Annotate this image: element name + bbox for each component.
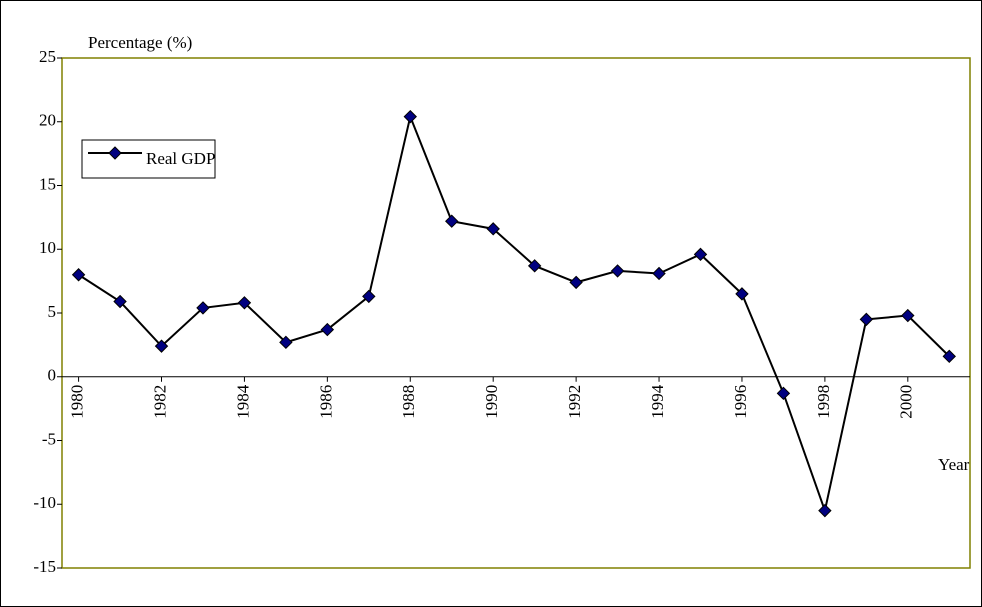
- x-tick-label: 1982: [150, 385, 169, 419]
- data-point: [942, 349, 956, 364]
- data-point: [237, 296, 252, 310]
- data-point: [113, 294, 127, 309]
- x-tick-label: 1980: [67, 385, 86, 419]
- y-tick-label: 20: [39, 111, 56, 130]
- data-point: [859, 312, 874, 327]
- x-tick-label: 1984: [233, 384, 252, 419]
- data-point: [445, 214, 459, 228]
- data-point: [403, 109, 417, 124]
- data-point: [527, 259, 542, 273]
- data-point: [154, 339, 169, 353]
- legend-label: Real GDP: [146, 149, 215, 168]
- y-tick-label: 15: [39, 174, 56, 193]
- x-tick-label: 1994: [648, 384, 667, 419]
- data-point: [776, 386, 791, 401]
- data-point: [693, 247, 708, 262]
- y-tick-label: 10: [39, 238, 56, 257]
- data-point: [71, 268, 86, 282]
- y-tick-label: -15: [33, 557, 56, 576]
- data-point: [486, 222, 500, 236]
- y-axis-label: Percentage (%): [88, 33, 192, 52]
- x-tick-label: 1990: [482, 385, 501, 419]
- data-point: [279, 335, 293, 350]
- data-point: [610, 264, 625, 278]
- y-tick-label: -5: [42, 429, 56, 448]
- data-point: [196, 301, 210, 315]
- data-point: [901, 308, 915, 323]
- x-tick-label: 1992: [565, 385, 584, 419]
- data-line: [78, 113, 950, 515]
- x-tick-label: 2000: [897, 385, 916, 419]
- data-point: [652, 266, 666, 281]
- data-point: [818, 503, 832, 518]
- x-tick-label: 1998: [814, 385, 833, 419]
- legend-box: [81, 139, 216, 179]
- x-axis-label: Year: [938, 455, 970, 474]
- y-tick-label: 5: [48, 302, 57, 321]
- x-tick-label: 1986: [316, 385, 335, 419]
- data-point: [320, 322, 335, 337]
- x-tick-label: 1988: [399, 385, 418, 419]
- y-tick-label: -10: [33, 493, 56, 512]
- data-point: [569, 275, 583, 290]
- legend-marker: [108, 146, 122, 160]
- y-tick-label: 0: [48, 366, 57, 385]
- x-tick-label: 1996: [731, 385, 750, 419]
- data-point: [735, 287, 749, 301]
- data-point: [362, 289, 376, 304]
- y-tick-label: 25: [39, 47, 56, 66]
